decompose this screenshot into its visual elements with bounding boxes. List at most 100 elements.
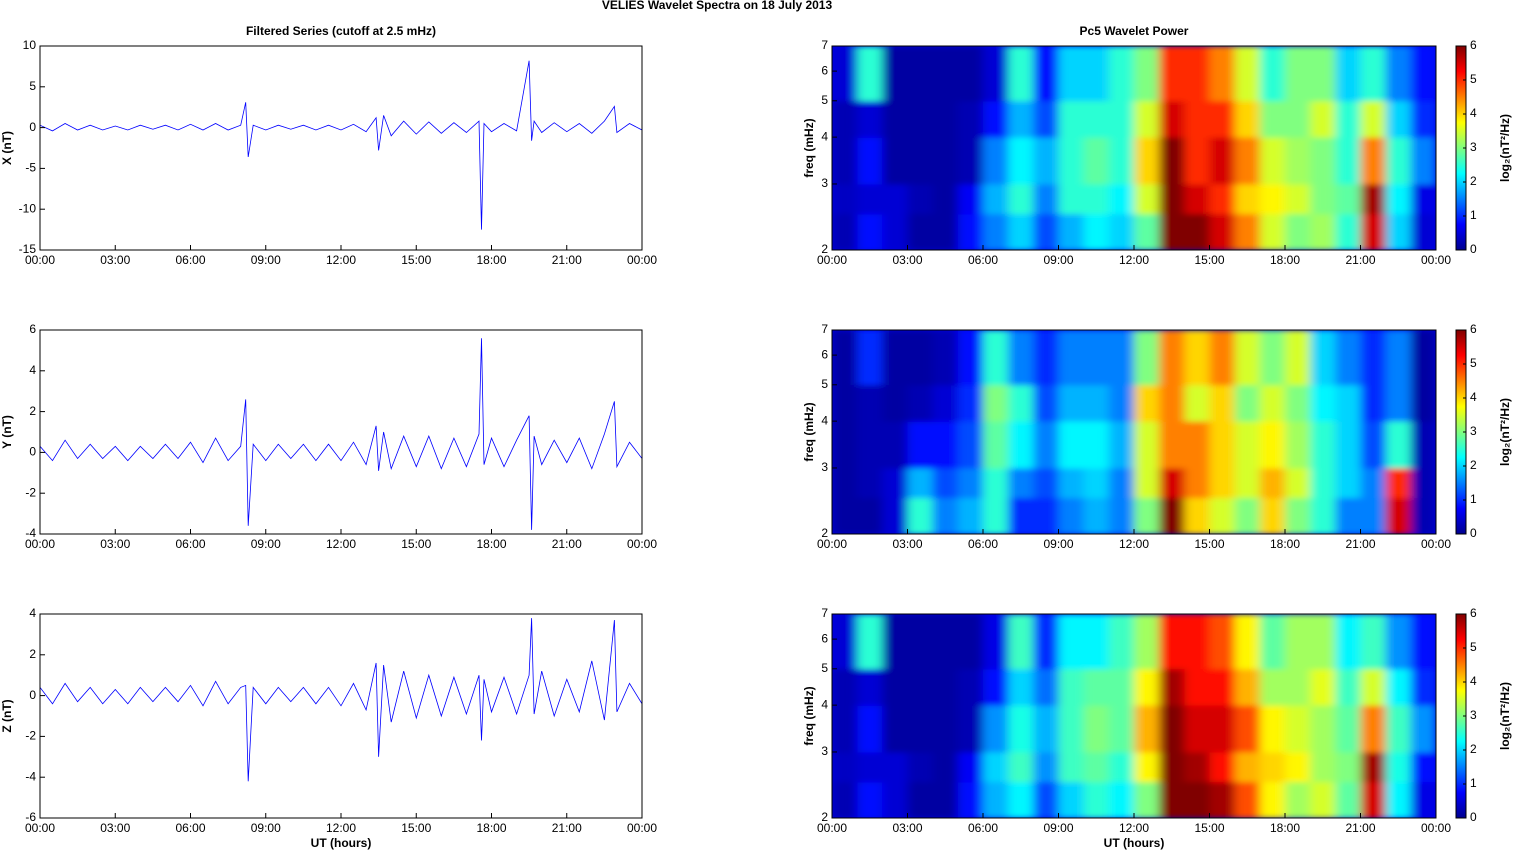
heat-cell [1058,330,1085,386]
heat-cell [1285,781,1311,818]
heat-cell [1410,213,1436,250]
heat-cell [1159,330,1185,386]
heat-cell [1033,213,1059,250]
heat-cell [1410,781,1436,818]
heat-cell [1033,467,1059,499]
y-tick-label: 4 [29,606,36,620]
x-tick-label: 15:00 [401,821,431,835]
heat-cell [832,183,858,215]
heat-cell [857,137,883,185]
heat-cell [1184,421,1210,469]
y-tick-label: 3 [821,176,828,190]
heat-cell [832,781,858,818]
heat-cell [957,497,984,534]
y-tick-label: 6 [29,322,36,336]
heat-cell [832,705,858,753]
heat-cell [983,497,1009,534]
x-tick-label: 12:00 [1119,821,1149,835]
heat-cell [1410,330,1436,386]
heat-cell [1259,705,1286,753]
heat-cell [1159,497,1185,534]
heat-cell [1410,421,1436,469]
heat-cell [1083,497,1110,534]
heat-cell [907,668,934,706]
heat-cell [1083,137,1110,185]
heat-cell [957,668,984,706]
heat-cell [907,384,934,422]
heat-cell [1385,330,1412,386]
heat-cell [983,384,1009,422]
heat-cell [1184,668,1210,706]
heat-cell [1083,421,1110,469]
heat-cell [1134,384,1160,422]
heat-cell [882,751,908,783]
heat-cell [857,46,883,102]
x-tick-label: 18:00 [476,537,506,551]
heat-cell [1108,330,1135,386]
heatmap [832,330,1436,534]
heat-cell [1335,668,1361,706]
heat-cell [1385,781,1412,818]
heat-cell [1159,751,1185,783]
colorbar-tick-label: 3 [1470,708,1477,722]
heat-cell [1058,614,1085,670]
heat-cell [1259,421,1286,469]
heat-cell [1108,137,1135,185]
y-tick-label: 5 [29,79,36,93]
heat-cell [1033,421,1059,469]
y-tick-label: 0 [29,688,36,702]
heat-cell [857,384,883,422]
heat-cell [1209,614,1236,670]
heat-cell [832,384,858,422]
heat-cell [857,467,883,499]
heat-cell [907,421,934,469]
heat-cell [1134,467,1160,499]
heat-cell [1410,467,1436,499]
heat-cell [1184,137,1210,185]
heat-cell [907,781,934,818]
y-tick-label: 4 [29,363,36,377]
x-tick-label: 06:00 [968,253,998,267]
heat-cell [983,183,1009,215]
heat-cell [957,614,984,670]
heat-cell [1360,497,1387,534]
colorbar-tick-label: 6 [1470,322,1477,336]
colorbar-label: log₂(nT²/Hz) [1498,398,1512,466]
heat-cell [932,330,959,386]
heat-cell [907,614,934,670]
heat-cell [1058,384,1085,422]
y-tick-label: 5 [821,93,828,107]
heat-cell [1033,384,1059,422]
y-tick-label: 2 [29,404,36,418]
heat-cell [1008,781,1034,818]
x-tick-label: 06:00 [175,821,205,835]
heat-cell [1008,330,1034,386]
heat-cell [1360,781,1387,818]
x-tick-label: 09:00 [1043,253,1073,267]
y-tick-label: -4 [25,769,36,783]
x-tick-label: 03:00 [100,821,130,835]
x-tick-label: 15:00 [401,537,431,551]
heat-cell [1310,751,1336,783]
y-tick-label: 6 [821,631,828,645]
heat-cell [1058,751,1085,783]
heat-cell [1159,213,1185,250]
heat-cell [857,330,883,386]
heat-cell [1008,614,1034,670]
x-tick-label: 18:00 [476,253,506,267]
heat-cell [907,46,934,102]
heat-cell [832,751,858,783]
heat-cell [1410,668,1436,706]
heat-cell [932,705,959,753]
heat-cell [1134,705,1160,753]
heat-cell [1209,751,1236,783]
heat-cell [1209,46,1236,102]
x-tick-label: 21:00 [552,821,582,835]
heat-cell [1259,614,1286,670]
heat-cell [1335,384,1361,422]
heat-cell [957,330,984,386]
heat-cell [1360,137,1387,185]
heat-cell [1159,781,1185,818]
y-tick-label: -15 [19,242,37,256]
heat-cell [932,384,959,422]
